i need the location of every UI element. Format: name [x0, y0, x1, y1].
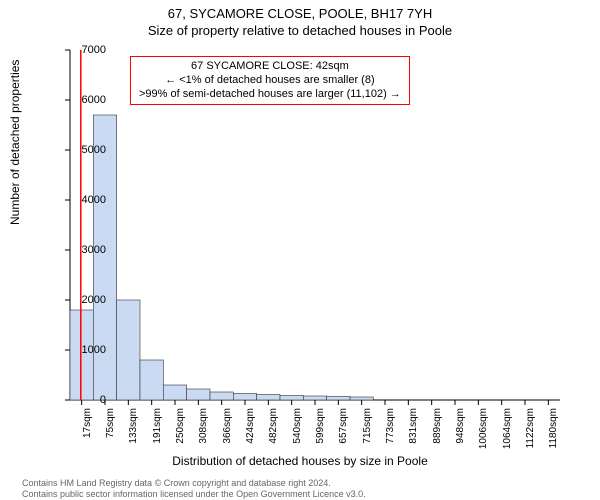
y-tick-label: 3000 [82, 244, 106, 256]
x-tick-label: 599sqm [315, 408, 326, 458]
y-tick-label: 7000 [82, 44, 106, 56]
x-tick-label: 1064sqm [502, 408, 513, 458]
footer-line2: Contains public sector information licen… [22, 489, 366, 500]
x-tick-label: 366sqm [222, 408, 233, 458]
x-tick-label: 424sqm [245, 408, 256, 458]
chart-title-main: 67, SYCAMORE CLOSE, POOLE, BH17 7YH [0, 0, 600, 21]
x-tick-label: 948sqm [455, 408, 466, 458]
y-tick-label: 4000 [82, 194, 106, 206]
x-tick-label: 1122sqm [525, 408, 536, 458]
chart-title-sub: Size of property relative to detached ho… [0, 21, 600, 38]
x-tick-label: 133sqm [128, 408, 139, 458]
x-tick-label: 250sqm [175, 408, 186, 458]
footer-attribution: Contains HM Land Registry data © Crown c… [22, 478, 366, 500]
annotation-line1: 67 SYCAMORE CLOSE: 42sqm [139, 60, 401, 74]
y-tick-label: 0 [100, 394, 106, 406]
x-tick-label: 482sqm [268, 408, 279, 458]
annotation-line3: >99% of semi-detached houses are larger … [139, 88, 401, 102]
chart-plot-area: 67 SYCAMORE CLOSE: 42sqm ← <1% of detach… [70, 50, 560, 400]
x-tick-label: 889sqm [432, 408, 443, 458]
annotation-line2: ← <1% of detached houses are smaller (8) [139, 74, 401, 88]
y-tick-label: 1000 [82, 344, 106, 356]
y-tick-label: 6000 [82, 94, 106, 106]
x-tick-label: 191sqm [152, 408, 163, 458]
x-tick-label: 657sqm [338, 408, 349, 458]
x-tick-label: 75sqm [105, 408, 116, 458]
x-tick-label: 308sqm [198, 408, 209, 458]
x-tick-label: 17sqm [82, 408, 93, 458]
annotation-box: 67 SYCAMORE CLOSE: 42sqm ← <1% of detach… [130, 56, 410, 105]
x-tick-label: 831sqm [408, 408, 419, 458]
x-tick-label: 715sqm [362, 408, 373, 458]
x-tick-label: 540sqm [292, 408, 303, 458]
y-tick-label: 2000 [82, 294, 106, 306]
x-tick-label: 1006sqm [478, 408, 489, 458]
y-tick-label: 5000 [82, 144, 106, 156]
y-axis-label: Number of detached properties [8, 60, 22, 225]
x-tick-label: 773sqm [385, 408, 396, 458]
footer-line1: Contains HM Land Registry data © Crown c… [22, 478, 366, 489]
x-tick-label: 1180sqm [548, 408, 559, 458]
